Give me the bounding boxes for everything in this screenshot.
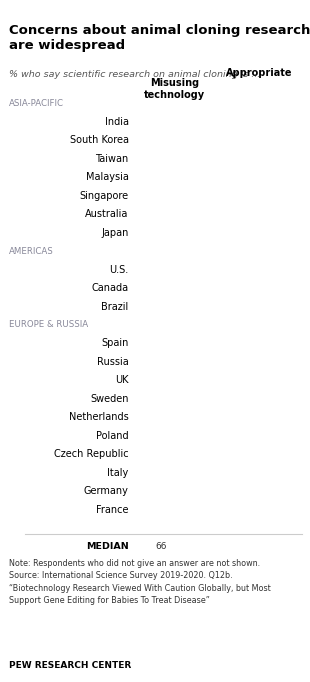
Text: 63: 63 xyxy=(154,209,166,219)
Text: 73: 73 xyxy=(158,413,170,421)
Text: 68: 68 xyxy=(156,302,168,311)
Text: 18: 18 xyxy=(218,228,229,237)
Text: 17: 17 xyxy=(218,469,229,477)
Text: 31: 31 xyxy=(141,117,152,126)
Text: 30: 30 xyxy=(223,339,234,348)
Text: 51: 51 xyxy=(149,136,161,145)
Text: 19: 19 xyxy=(218,449,230,459)
Text: 48: 48 xyxy=(231,117,242,126)
Text: 79: 79 xyxy=(161,487,172,496)
Text: 66: 66 xyxy=(155,542,167,551)
Text: France: France xyxy=(96,505,129,515)
Text: 45: 45 xyxy=(229,136,241,145)
Text: 30: 30 xyxy=(223,284,234,293)
Text: 77: 77 xyxy=(160,469,171,477)
Text: AMERICAS: AMERICAS xyxy=(9,247,54,256)
Text: Czech Republic: Czech Republic xyxy=(54,449,129,459)
Text: Singapore: Singapore xyxy=(80,191,129,201)
Text: 50: 50 xyxy=(149,191,160,201)
Text: PEW RESEARCH CENTER: PEW RESEARCH CENTER xyxy=(9,661,131,670)
Text: 75: 75 xyxy=(159,449,171,459)
Text: 27: 27 xyxy=(222,542,233,551)
Text: Brazil: Brazil xyxy=(101,301,129,312)
Text: 24: 24 xyxy=(221,413,232,421)
Text: 62: 62 xyxy=(154,265,165,274)
Text: 27: 27 xyxy=(222,376,233,385)
Text: 57: 57 xyxy=(152,173,163,181)
Text: EUROPE & RUSSIA: EUROPE & RUSSIA xyxy=(9,321,88,329)
Text: 33: 33 xyxy=(224,265,236,274)
Text: 80: 80 xyxy=(161,505,173,514)
Text: 33: 33 xyxy=(224,191,236,201)
Text: 63: 63 xyxy=(154,284,166,293)
Text: 38: 38 xyxy=(226,173,238,181)
Text: 70: 70 xyxy=(157,228,169,237)
Text: 17: 17 xyxy=(218,487,229,496)
Text: Poland: Poland xyxy=(96,431,129,441)
Text: Australia: Australia xyxy=(85,209,129,219)
Text: 65: 65 xyxy=(155,357,166,366)
Text: 42: 42 xyxy=(228,154,239,163)
Text: Spain: Spain xyxy=(101,338,129,349)
Text: 24: 24 xyxy=(221,394,232,403)
Text: 33: 33 xyxy=(224,209,236,219)
Text: Taiwan: Taiwan xyxy=(95,153,129,164)
Text: Note: Respondents who did not give an answer are not shown.
Source: Internationa: Note: Respondents who did not give an an… xyxy=(9,559,271,605)
Text: Misusing
technology: Misusing technology xyxy=(144,78,205,100)
Text: 52: 52 xyxy=(150,154,161,163)
Text: Canada: Canada xyxy=(91,283,129,293)
Text: Germany: Germany xyxy=(84,486,129,496)
Text: UK: UK xyxy=(115,375,129,385)
Text: South Korea: South Korea xyxy=(70,135,129,145)
Text: Russia: Russia xyxy=(97,357,129,367)
Text: 14: 14 xyxy=(216,505,228,514)
Text: 67: 67 xyxy=(156,376,167,385)
Text: U.S.: U.S. xyxy=(109,265,129,275)
Text: Appropriate: Appropriate xyxy=(226,68,292,78)
Text: ASIA-PACIFIC: ASIA-PACIFIC xyxy=(9,99,64,108)
Text: % who say scientific research on animal cloning is ...: % who say scientific research on animal … xyxy=(9,70,260,78)
Text: 25: 25 xyxy=(221,302,232,311)
Text: Netherlands: Netherlands xyxy=(69,413,129,422)
Text: India: India xyxy=(105,117,129,127)
Text: 70: 70 xyxy=(157,431,169,441)
Text: Malaysia: Malaysia xyxy=(86,173,129,182)
Text: Japan: Japan xyxy=(101,228,129,237)
Text: 27: 27 xyxy=(222,357,233,366)
Text: 19: 19 xyxy=(218,431,230,441)
Text: Italy: Italy xyxy=(107,468,129,477)
Text: Concerns about animal cloning research
are widespread: Concerns about animal cloning research a… xyxy=(9,24,310,53)
Text: Sweden: Sweden xyxy=(90,394,129,404)
Text: 61: 61 xyxy=(153,339,165,348)
Text: MEDIAN: MEDIAN xyxy=(86,542,129,551)
Text: 70: 70 xyxy=(157,394,169,403)
